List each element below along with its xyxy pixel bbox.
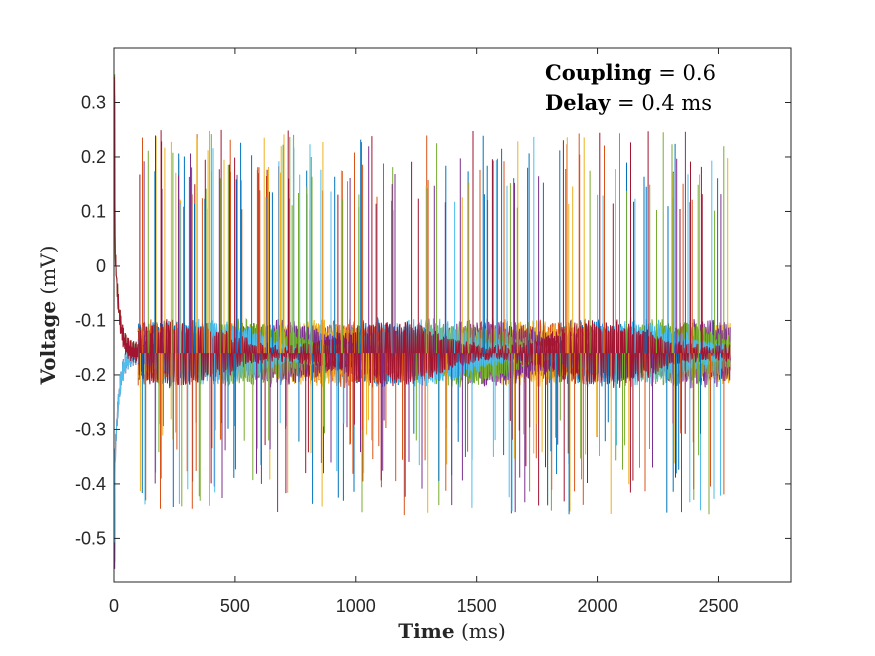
voltage-traces [113,74,731,569]
annotation-coupling-name: Coupling [545,60,652,85]
y-tick-label: 0 [96,256,106,276]
x-tick-label: 2000 [578,596,618,616]
y-tick-label: -0.2 [75,365,106,385]
y-tick-label: 0.3 [81,92,106,112]
y-axis-label-bold: Voltage [36,301,60,386]
annotation-delay-name: Delay [545,90,611,115]
x-tick-label: 1500 [457,596,497,616]
y-axis-label-unit: (mV) [36,246,60,295]
x-tick-label: 0 [109,596,119,616]
x-axis-ticks: 0 500 1000 1500 2000 2500 [109,48,738,616]
annotation-coupling-value: = 0.6 [658,61,716,85]
x-axis-label-bold: Time [398,619,454,643]
y-tick-label: -0.1 [75,310,106,330]
y-tick-label: 0.1 [81,201,106,221]
annotation-delay: Delay = 0.4 ms [545,90,712,115]
y-tick-label: -0.4 [75,474,106,494]
y-axis-label: Voltage (mV) [36,246,60,386]
x-tick-label: 1000 [336,596,376,616]
y-tick-label: -0.3 [75,419,106,439]
y-tick-label: -0.5 [75,528,106,548]
axes-box [113,47,792,583]
plot-area [114,48,791,582]
annotation-delay-value: = 0.4 ms [617,91,712,115]
x-tick-label: 2500 [698,596,738,616]
voltage-transient-series [113,76,139,363]
y-tick-label: 0.2 [81,147,106,167]
x-axis-label-unit: (ms) [461,619,506,643]
y-axis-ticks: 0.3 0.2 0.1 0 -0.1 -0.2 -0.3 -0.4 -0.5 [75,92,791,548]
x-axis-label: Time (ms) [398,619,506,643]
x-tick-label: 500 [220,596,250,616]
annotation-coupling: Coupling = 0.6 [545,60,716,85]
